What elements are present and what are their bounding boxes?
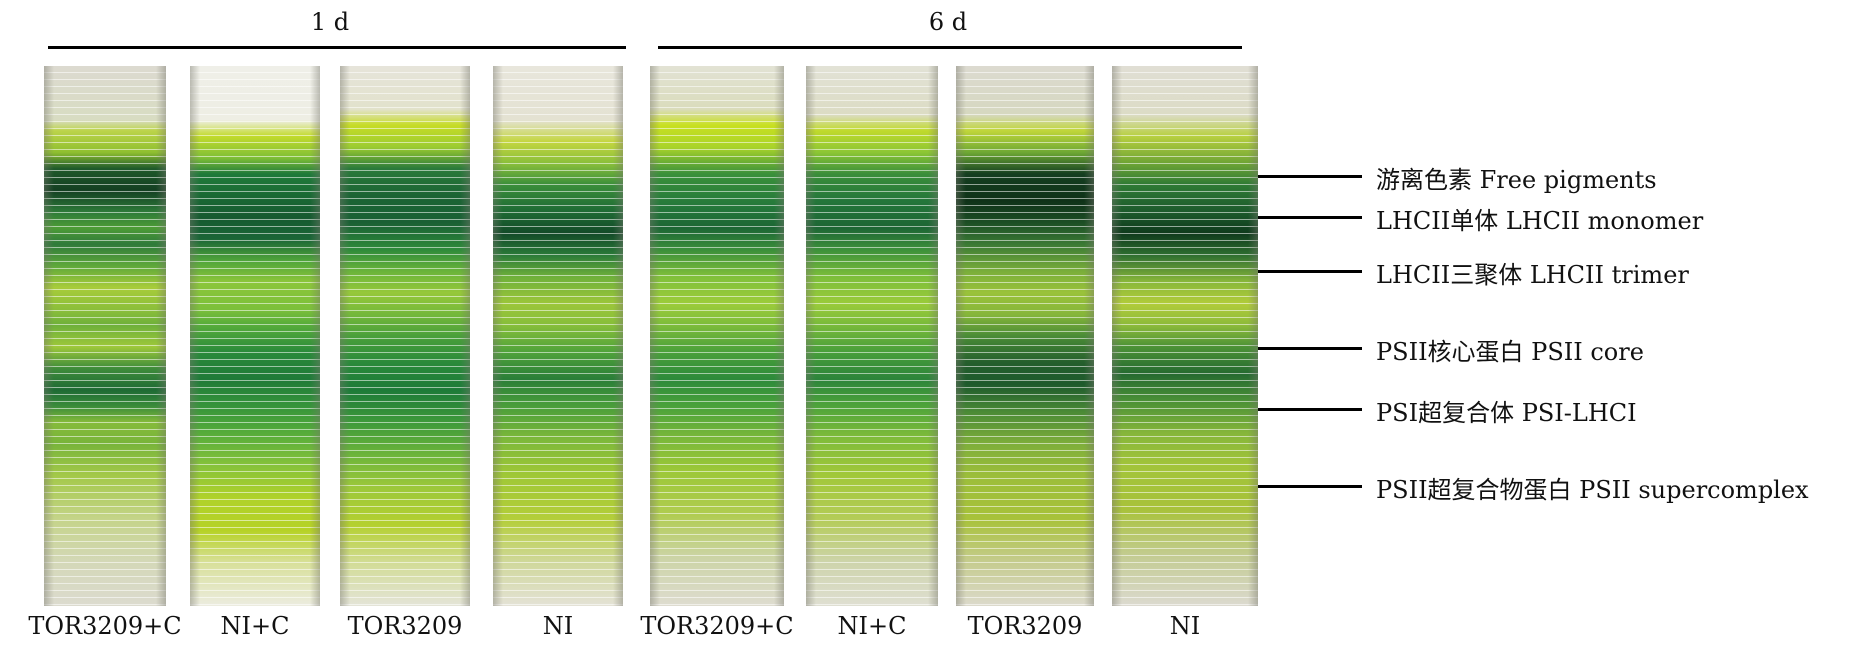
- marker-line: [1258, 175, 1362, 178]
- lane-bands: [44, 66, 166, 606]
- marker-label: PSI超复合体 PSI-LHCI: [1376, 399, 1637, 427]
- lane-bands: [190, 66, 320, 606]
- gel-lane-4: [493, 66, 623, 606]
- lane-bands: [956, 66, 1094, 606]
- lane-label-4: NI: [542, 612, 574, 640]
- group-label-1d: 1 d: [310, 8, 350, 36]
- marker-label: PSII超复合物蛋白 PSII supercomplex: [1376, 476, 1809, 504]
- marker-line: [1258, 347, 1362, 350]
- marker-label: PSII核心蛋白 PSII core: [1376, 338, 1644, 366]
- group-label-6d: 6 d: [928, 8, 968, 36]
- lane-bands: [1112, 66, 1258, 606]
- lane-label-5: TOR3209+C: [640, 612, 794, 640]
- gel-lane-6: [806, 66, 938, 606]
- lane-bands: [650, 66, 784, 606]
- lane-bands: [340, 66, 470, 606]
- gel-lane-5: [650, 66, 784, 606]
- lane-bands: [493, 66, 623, 606]
- marker-line: [1258, 485, 1362, 488]
- marker-line: [1258, 270, 1362, 273]
- marker-label: 游离色素 Free pigments: [1376, 166, 1657, 194]
- lane-label-3: TOR3209: [347, 612, 463, 640]
- lane-label-8: NI: [1169, 612, 1201, 640]
- gel-lane-8: [1112, 66, 1258, 606]
- marker-line: [1258, 216, 1362, 219]
- marker-label: LHCII三聚体 LHCII trimer: [1376, 261, 1689, 289]
- marker-line: [1258, 408, 1362, 411]
- gel-lane-7: [956, 66, 1094, 606]
- group-line-6d: [658, 46, 1242, 49]
- lane-bands: [806, 66, 938, 606]
- lane-label-1: TOR3209+C: [28, 612, 182, 640]
- group-line-1d: [48, 46, 626, 49]
- gel-lane-1: [44, 66, 166, 606]
- gel-lane-2: [190, 66, 320, 606]
- lane-label-7: TOR3209: [967, 612, 1083, 640]
- marker-label: LHCII单体 LHCII monomer: [1376, 207, 1704, 235]
- gel-lane-3: [340, 66, 470, 606]
- lane-label-6: NI+C: [837, 612, 907, 640]
- lane-label-2: NI+C: [220, 612, 290, 640]
